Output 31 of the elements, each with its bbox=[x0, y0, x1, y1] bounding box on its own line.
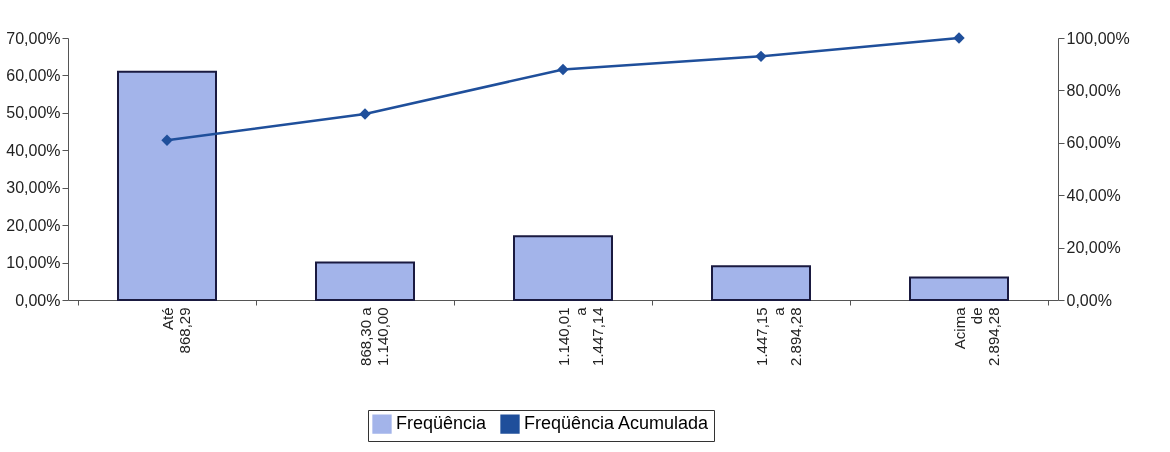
y2-tick-label: 20,00% bbox=[1066, 239, 1121, 257]
y-tick-label: 40,00% bbox=[6, 141, 61, 159]
y-tick-label: 50,00% bbox=[6, 104, 61, 122]
point bbox=[161, 134, 173, 146]
y2-tick-label: 100,00% bbox=[1066, 29, 1130, 47]
y-tick-label: 60,00% bbox=[6, 66, 61, 84]
y-tick-label: 0,00% bbox=[15, 291, 61, 309]
legend-label: Freqüência Acumulada bbox=[524, 413, 710, 434]
point bbox=[755, 50, 767, 63]
y2-tick-label: 80,00% bbox=[1066, 81, 1121, 99]
y-tick-label: 70,00% bbox=[6, 29, 61, 47]
bar bbox=[513, 235, 613, 301]
x-tick-label: 1.140,01 a 1.447,14 bbox=[554, 306, 606, 366]
y-tick-label: 10,00% bbox=[6, 254, 61, 272]
bar bbox=[909, 276, 1009, 301]
bar bbox=[117, 70, 217, 301]
y2-tick-label: 60,00% bbox=[1066, 134, 1121, 152]
y-tick-label: 30,00% bbox=[6, 179, 61, 197]
bar bbox=[711, 265, 811, 301]
x-tick-label: 868,30 a 1.140,00 bbox=[356, 306, 391, 366]
x-tick-label: Até 868,29 bbox=[158, 307, 193, 354]
point bbox=[557, 63, 569, 76]
point bbox=[359, 108, 371, 120]
point bbox=[953, 32, 965, 44]
y-tick-label: 20,00% bbox=[6, 216, 61, 234]
x-tick-label: Acima de 2.894,28 bbox=[950, 306, 1002, 366]
legend-label: Freqüência bbox=[396, 413, 488, 434]
x-tick-label: 1.447,15 a 2.894,28 bbox=[752, 306, 804, 366]
y2-tick-label: 40,00% bbox=[1066, 186, 1121, 204]
bar bbox=[315, 261, 415, 301]
y2-tick-label: 0,00% bbox=[1066, 291, 1112, 309]
